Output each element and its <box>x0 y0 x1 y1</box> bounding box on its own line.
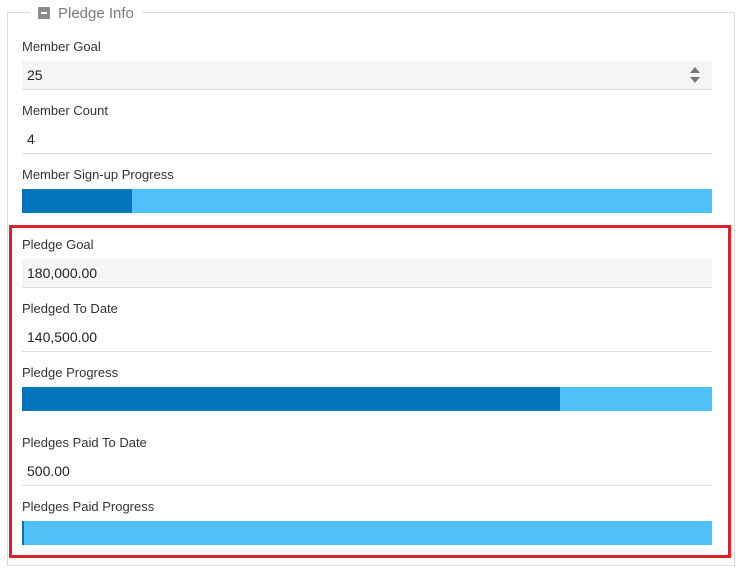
pledge-goal-value: 180,000.00 <box>27 265 98 281</box>
member-progress-fill <box>22 189 133 213</box>
member-goal-input[interactable]: 25 <box>22 61 712 90</box>
pledge-progress-label: Pledge Progress <box>22 365 119 380</box>
pledge-progress-bar <box>22 387 712 411</box>
pledges-paid-progress-label: Pledges Paid Progress <box>22 499 155 514</box>
pledge-goal-field: 180,000.00 <box>22 259 712 288</box>
member-count-value: 4 <box>27 131 35 147</box>
pledged-to-date-value: 140,500.00 <box>27 329 98 345</box>
member-goal-label: Member Goal <box>22 39 101 54</box>
pledge-info-fieldset <box>7 12 735 566</box>
pledge-progress-fill <box>22 387 561 411</box>
section-title: Pledge Info <box>58 4 134 22</box>
pledge-goal-label: Pledge Goal <box>22 237 94 252</box>
highlight-box <box>9 225 731 558</box>
pledges-paid-label: Pledges Paid To Date <box>22 435 147 450</box>
member-goal-value: 25 <box>27 67 43 83</box>
pledge-info-legend[interactable]: Pledge Info <box>30 3 142 23</box>
pledges-paid-value: 500.00 <box>27 463 70 479</box>
member-count-label: Member Count <box>22 103 108 118</box>
spin-up-icon[interactable] <box>690 67 700 73</box>
member-progress-bar <box>22 189 712 213</box>
collapse-icon[interactable] <box>38 7 50 19</box>
pledges-paid-progress-fill <box>22 521 25 545</box>
pledged-to-date-label: Pledged To Date <box>22 301 118 316</box>
number-spinner[interactable] <box>690 67 702 85</box>
member-count-field: 4 <box>22 125 712 154</box>
spin-down-icon[interactable] <box>690 77 700 83</box>
pledges-paid-progress-bar <box>22 521 712 545</box>
member-progress-label: Member Sign-up Progress <box>22 167 174 182</box>
pledges-paid-field: 500.00 <box>22 457 712 486</box>
pledged-to-date-field: 140,500.00 <box>22 323 712 352</box>
